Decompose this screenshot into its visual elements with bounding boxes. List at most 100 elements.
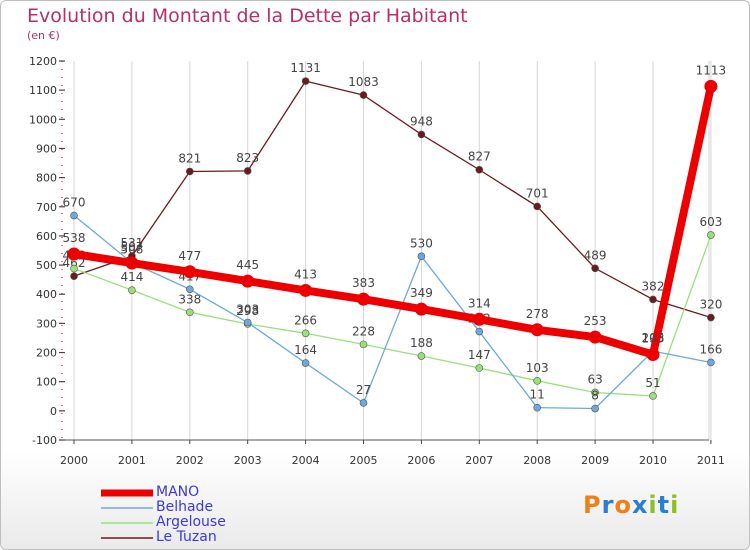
legend-label-argelouse: Argelouse — [156, 514, 226, 530]
data-point-le-tuzan — [707, 313, 715, 322]
data-point-le-tuzan — [591, 264, 599, 273]
data-point-mano — [472, 312, 486, 326]
data-point-argelouse — [591, 388, 599, 397]
data-label: 266 — [294, 313, 317, 327]
data-point-le-tuzan — [649, 295, 657, 304]
data-label: 63 — [587, 372, 602, 386]
y-tick-label: 0 — [50, 405, 57, 418]
y-tick-label: 400 — [36, 288, 57, 301]
data-label: 349 — [410, 286, 433, 300]
data-label: 701 — [526, 186, 549, 200]
y-tick-label: 500 — [36, 259, 57, 272]
data-point-belhade — [417, 252, 426, 261]
data-point-argelouse — [417, 352, 426, 360]
data-point-mano — [646, 348, 660, 362]
data-point-argelouse — [70, 264, 78, 273]
data-point-belhade — [707, 358, 715, 367]
y-tick-label: 600 — [36, 230, 57, 243]
logo-letter: t — [657, 491, 671, 519]
data-point-belhade — [359, 399, 368, 407]
data-label: 1083 — [348, 75, 379, 89]
data-label: 253 — [584, 314, 607, 328]
x-tick-label: 2005 — [350, 454, 378, 467]
data-point-mano — [241, 274, 255, 288]
logo-letter: i — [670, 491, 680, 519]
data-label: 314 — [468, 296, 491, 310]
data-label: 530 — [410, 236, 433, 250]
x-tick-label: 2000 — [60, 454, 88, 467]
y-tick-label: 200 — [36, 347, 57, 360]
y-tick-label: -100 — [32, 434, 57, 447]
data-label: 414 — [120, 270, 143, 284]
chart-subtitle: (en €) — [27, 29, 60, 42]
chart-title: Evolution du Montant de la Dette par Hab… — [27, 5, 468, 27]
logo-letter: P — [583, 491, 602, 519]
data-point-argelouse — [533, 377, 542, 385]
data-label: 445 — [236, 258, 259, 272]
x-tick-label: 2002 — [176, 454, 204, 467]
data-label: 1131 — [290, 61, 321, 75]
data-point-le-tuzan — [301, 77, 310, 85]
y-tick-label: 1200 — [29, 55, 57, 68]
data-label: 320 — [699, 298, 722, 312]
legend-label-le-tuzan: Le Tuzan — [156, 529, 217, 545]
data-label: 538 — [63, 231, 86, 245]
data-label: 827 — [468, 150, 491, 164]
data-point-le-tuzan — [186, 167, 194, 176]
x-tick-label: 2001 — [118, 454, 146, 467]
data-point-mano — [357, 292, 370, 306]
data-label: 188 — [410, 336, 433, 350]
data-point-le-tuzan — [417, 130, 426, 139]
data-point-belhade — [533, 403, 542, 412]
y-tick-label: 300 — [36, 317, 57, 330]
data-label: 27 — [356, 383, 371, 397]
x-tick-label: 2007 — [465, 454, 493, 467]
logo-letter: i — [648, 491, 658, 519]
data-label: 164 — [294, 343, 317, 357]
x-tick-label: 2010 — [639, 454, 667, 467]
data-point-argelouse — [186, 308, 194, 317]
data-point-le-tuzan — [70, 272, 78, 280]
data-point-mano — [588, 330, 602, 344]
data-label: 508 — [120, 243, 143, 257]
logo-letter: o — [614, 491, 632, 519]
data-label: 948 — [410, 114, 433, 128]
data-label: 383 — [352, 276, 375, 290]
y-tick-label: 900 — [36, 142, 57, 155]
data-label: 166 — [699, 342, 722, 356]
data-point-belhade — [243, 318, 252, 327]
data-label: 8 — [591, 389, 599, 403]
data-label: 489 — [584, 248, 607, 262]
data-point-mano — [299, 283, 313, 297]
data-point-le-tuzan — [243, 167, 252, 175]
x-tick-label: 2004 — [292, 454, 320, 467]
data-label: 1113 — [696, 63, 727, 77]
data-point-belhade — [475, 327, 484, 336]
data-point-mano — [125, 256, 139, 270]
proxiti-logo: Proxiti — [583, 491, 679, 519]
data-label: 11 — [530, 388, 545, 402]
data-label: 193 — [642, 332, 665, 346]
legend-label-mano: MANO — [156, 484, 200, 500]
data-point-argelouse — [128, 286, 136, 294]
data-label: 298 — [236, 304, 259, 318]
data-label: 51 — [645, 376, 660, 390]
data-label: 413 — [294, 267, 317, 281]
data-point-argelouse — [707, 231, 715, 239]
x-tick-label: 2006 — [407, 454, 435, 467]
logo-letter: x — [631, 491, 649, 519]
series-line-belhade — [73, 214, 712, 410]
data-label: 338 — [178, 292, 201, 306]
data-point-le-tuzan — [475, 165, 484, 174]
data-point-argelouse — [475, 364, 484, 372]
data-label: 823 — [236, 151, 259, 165]
y-tick-label: 1100 — [29, 84, 57, 97]
data-label: 382 — [642, 279, 665, 293]
data-point-argelouse — [649, 392, 657, 400]
series-line-argelouse — [73, 234, 712, 397]
data-point-belhade — [70, 211, 78, 220]
data-point-mano — [414, 302, 428, 316]
data-point-le-tuzan — [359, 91, 368, 99]
